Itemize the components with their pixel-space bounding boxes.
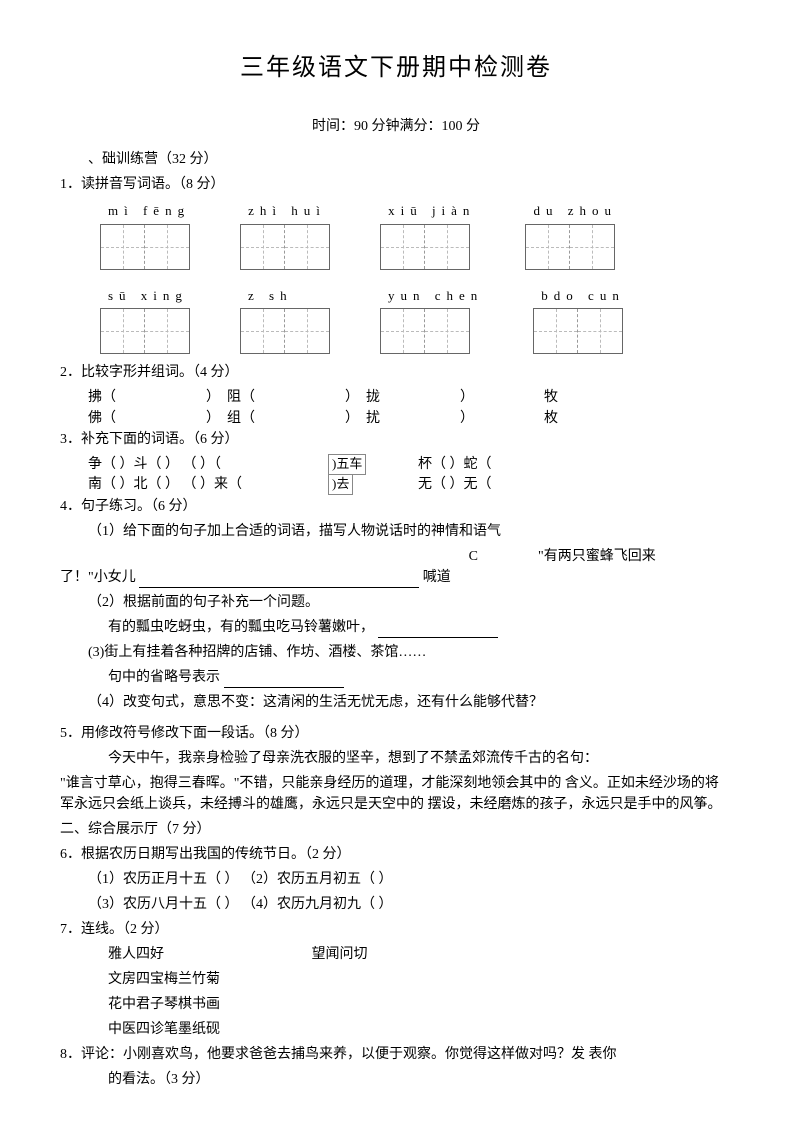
- pinyin-label: bdo cun: [533, 286, 625, 306]
- q3-line1: 争（ ）斗（ ） （ ）（: [88, 454, 221, 475]
- q3-r1b: 杯（ ）蛇（: [418, 454, 492, 475]
- q7-label: 7．连线。（2 分）: [60, 919, 732, 940]
- q5-body1: 今天中午，我亲身检验了母亲洗衣服的坚辛，想到了不禁孟郊流传千古的名句：: [60, 748, 732, 769]
- q7-r3: 花中君子琴棋书画: [60, 994, 732, 1015]
- text: ）: [460, 408, 474, 429]
- q6-r2: （3）农历八月十五（ ） （4）农历九月初九（ ）: [60, 894, 732, 915]
- pinyin-label: zhì huì: [240, 201, 326, 221]
- pinyin-block: z sh: [240, 286, 330, 355]
- q4-label: 4．句子练习。（6 分）: [60, 496, 732, 517]
- text: [255, 408, 345, 429]
- q3-box2: )去: [328, 474, 353, 495]
- blank: [378, 624, 498, 638]
- text: 牧: [544, 387, 558, 408]
- char-grid: [100, 308, 190, 354]
- char-grid: [240, 308, 330, 354]
- text: 争（ ）斗（ ） （ ）（: [88, 457, 221, 472]
- q7-right: 望闻问切: [312, 947, 368, 962]
- q4-p3b: 句中的省略号表示: [60, 667, 732, 688]
- text: [116, 387, 206, 408]
- pinyin-block: xiū jiàn: [380, 201, 475, 270]
- pinyin-label: du zhou: [525, 201, 617, 221]
- text: [116, 408, 206, 429]
- pinyin-label: xiū jiàn: [380, 201, 475, 221]
- page-title: 三年级语文下册期中检测卷: [60, 50, 732, 86]
- pinyin-block: sū xing: [100, 286, 190, 355]
- q7-left: 雅人四好: [108, 944, 308, 965]
- section-1-header: 、础训练营（32 分）: [60, 149, 732, 170]
- char-grid: [380, 308, 470, 354]
- q3-label: 3．补充下面的词语。（6 分）: [60, 429, 732, 450]
- pinyin-label: yun chen: [380, 286, 483, 306]
- q2-row1: 拂（ ） 阻（ ） 拢 ） 牧: [88, 387, 732, 408]
- q4-p1-row: C "有两只蜜蜂飞回来: [108, 546, 732, 567]
- q5-body2: "谁言寸草心，抱得三春晖。"不错，只能亲身经历的道理，才能深刻地领会其中的 含义…: [60, 773, 732, 815]
- char-grid: [533, 308, 623, 354]
- q4-p2: （2）根据前面的句子补充一个问题。: [60, 592, 732, 613]
- q5-label: 5．用修改符号修改下面一段话。（8 分）: [60, 723, 732, 744]
- text: [380, 408, 460, 429]
- pinyin-label: z sh: [240, 286, 293, 306]
- char-grid: [380, 224, 470, 270]
- q4-p1-tail: 了！"小女儿 喊道: [60, 567, 732, 588]
- q6-label: 6．根据农历日期写出我国的传统节日。（2 分）: [60, 844, 732, 865]
- q4-p4: （4）改变句式，意思不变：这清闲的生活无忧无虑，还有什么能够代替？: [60, 692, 732, 713]
- q8-label: 8．评论：小刚喜欢鸟，他要求爸爸去捕鸟来养，以便于观察。你觉得这样做对吗？发 表…: [60, 1044, 732, 1065]
- q2-label: 2．比较字形并组词。（4 分）: [60, 362, 732, 383]
- q4-p1: （1）给下面的句子加上合适的词语，描写人物说话时的神情和语气: [60, 521, 732, 542]
- q3-line2: 南（ ）北（ ） （ ）来（: [88, 474, 242, 495]
- char-grid: [525, 224, 615, 270]
- char-grid: [100, 224, 190, 270]
- q8-tail: 的看法。（3 分）: [60, 1069, 732, 1090]
- text: [255, 387, 345, 408]
- text: ） 拢: [345, 387, 380, 408]
- text: ） 阻（: [206, 387, 255, 408]
- text: 南（ ）北（ ） （ ）来（: [88, 477, 242, 492]
- q3-box1: )五车: [328, 454, 366, 475]
- q7-r4: 中医四诊笔墨纸砚: [60, 1019, 732, 1040]
- q2-row2: 佛（ ） 组（ ） 扰 ） 枚: [88, 408, 732, 429]
- text: ） 扰: [345, 408, 380, 429]
- text: 了！"小女儿: [60, 570, 136, 585]
- pinyin-block: zhì huì: [240, 201, 330, 270]
- text: 佛（: [88, 408, 116, 429]
- text: ） 组（: [206, 408, 255, 429]
- text: ）: [460, 387, 474, 408]
- q1-row2: sū xing z sh yun chen bdo cun: [100, 286, 732, 355]
- pinyin-block: mì fēng: [100, 201, 190, 270]
- text: 句中的省略号表示: [108, 670, 220, 685]
- pinyin-label: sū xing: [100, 286, 188, 306]
- text: 喊道: [423, 570, 451, 585]
- q4-p1c: C: [108, 546, 478, 567]
- q3-body: 争（ ）斗（ ） （ ）（ 南（ ）北（ ） （ ）来（ )五车 )去 杯（ ）…: [88, 454, 732, 496]
- page-subtitle: 时间：90 分钟满分：100 分: [60, 116, 732, 137]
- pinyin-block: yun chen: [380, 286, 483, 355]
- section-2-header: 二、综合展示厅（7 分）: [60, 819, 732, 840]
- q7-r1: 雅人四好 望闻问切: [60, 944, 732, 965]
- text: [474, 408, 544, 429]
- text: [380, 387, 460, 408]
- pinyin-label: mì fēng: [100, 201, 190, 221]
- char-grid: [240, 224, 330, 270]
- pinyin-block: du zhou: [525, 201, 617, 270]
- q1-row1: mì fēng zhì huì xiū jiàn du zhou: [100, 201, 732, 270]
- q7-r2: 文房四宝梅兰竹菊: [60, 969, 732, 990]
- blank: [224, 674, 344, 688]
- q4-p3: (3)街上有挂着各种招牌的店铺、作坊、酒楼、茶馆……: [60, 642, 732, 663]
- q6-r1: （1）农历正月十五（ ） （2）农历五月初五（ ）: [60, 869, 732, 890]
- blank: [139, 574, 419, 588]
- pinyin-block: bdo cun: [533, 286, 625, 355]
- q4-p1r: "有两只蜜蜂飞回来: [538, 546, 656, 567]
- text: 有的瓢虫吃蚜虫，有的瓢虫吃马铃薯嫩叶，: [108, 620, 374, 635]
- text: 拂（: [88, 387, 116, 408]
- text: 枚: [544, 408, 558, 429]
- q3-r2b: 无（ ）无（: [418, 474, 492, 495]
- q1-label: 1．读拼音写词语。（8 分）: [60, 174, 732, 195]
- q4-p2b: 有的瓢虫吃蚜虫，有的瓢虫吃马铃薯嫩叶，: [60, 617, 732, 638]
- text: [474, 387, 544, 408]
